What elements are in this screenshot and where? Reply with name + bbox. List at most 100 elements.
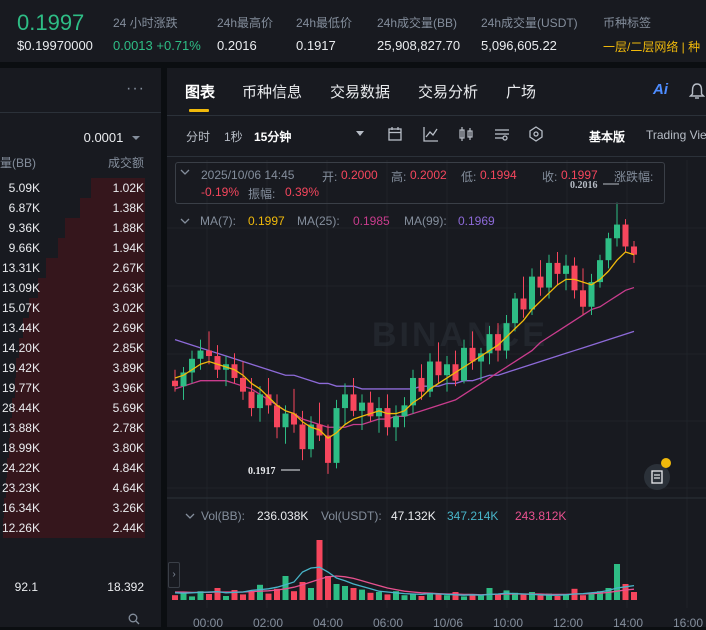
ask-row[interactable]: 12.26K 2.44K [0, 518, 161, 538]
ask-row[interactable]: 23.23K 4.64K [0, 478, 161, 498]
ask-row[interactable]: 13.88K 2.78K [0, 418, 161, 438]
volume-bar [512, 592, 518, 600]
depth-bar [46, 258, 145, 278]
expand-panel-button[interactable]: › [168, 562, 180, 588]
ask-total: 4.64K [112, 481, 144, 495]
ask-row[interactable]: 16.34K 3.26K [0, 498, 161, 518]
interval-15m[interactable]: 15分钟 [254, 130, 292, 144]
interval-line[interactable]: 分时 [186, 130, 211, 144]
volume-bar [418, 596, 425, 600]
order-book: ··· 0.0001 量(BB) 成交额 5.09K 1.02K 6.87K 1.38… [0, 68, 161, 627]
ask-row[interactable]: 24.22K 4.84K [0, 458, 161, 478]
volume-bar [359, 589, 365, 600]
volume-bar [631, 592, 637, 600]
interval-1s[interactable]: 1秒 [224, 130, 243, 144]
stat-value-change: 0.0013 +0.71% [113, 38, 201, 53]
volume-bar [605, 588, 612, 600]
candle-body [257, 394, 263, 409]
ask-amount: 19.42K [1, 361, 40, 375]
ask-row[interactable]: 28.44K 5.69K [0, 398, 161, 418]
ask-row[interactable]: 9.66K 1.94K [0, 238, 161, 258]
ai-icon[interactable]: Ai [653, 81, 668, 98]
chevron-down-icon[interactable] [185, 512, 195, 520]
more-dots-icon[interactable]: ··· [126, 80, 145, 97]
volume-bar [410, 593, 416, 600]
ask-row[interactable]: 5.09K 1.02K [0, 178, 161, 198]
ticker-bar: 0.1997 $0.19970000 24 小时涨跌 0.0013 +0.71%… [0, 0, 706, 62]
ask-row[interactable]: 19.42K 3.89K [0, 358, 161, 378]
stat-label-tags: 币种标签 [603, 16, 652, 30]
ask-amount: 13.09K [1, 281, 40, 295]
ma99-label: MA(99): [404, 214, 447, 228]
candle-body [299, 424, 306, 450]
depth-bar [29, 298, 145, 318]
candlestick-chart[interactable]: BINANCE 0.2016 0.1917 [167, 68, 706, 627]
stat-label-volume-bb: 24h成交量(BB) [377, 16, 458, 30]
volume-bar [257, 584, 263, 600]
chevron-down-icon[interactable] [180, 217, 190, 225]
drawing-icon[interactable] [528, 126, 544, 142]
col-header-amount: 量(BB) [0, 156, 37, 170]
precision-select[interactable]: 0.0001 [84, 130, 141, 145]
candle-body [614, 224, 620, 239]
volume-bar [189, 596, 195, 600]
view-basic[interactable]: 基本版 [589, 130, 626, 144]
ask-row[interactable]: 9.36K 1.88K [0, 218, 161, 238]
ask-row[interactable]: 13.44K 2.69K [0, 318, 161, 338]
ma99-line [174, 330, 635, 390]
view-tradingview[interactable]: Trading View [646, 128, 706, 142]
chevron-down-icon[interactable] [355, 130, 365, 138]
ask-row[interactable]: 13.31K 2.67K [0, 258, 161, 278]
stat-value-tags[interactable]: 一层/二层网络 | 种 [603, 40, 701, 54]
vol-ma10-value: 243.812K [515, 509, 567, 523]
ask-amount: 9.66K [8, 241, 40, 255]
candle-body [206, 350, 212, 357]
ask-row[interactable]: 19.77K 3.96K [0, 378, 161, 398]
volume-bar [308, 588, 314, 600]
candle-body [580, 290, 586, 307]
bell-icon[interactable] [689, 82, 705, 100]
chevron-down-icon[interactable] [180, 168, 190, 176]
depth-bar [5, 478, 145, 498]
tab-chart[interactable]: 图表 [185, 84, 216, 101]
calendar-icon[interactable] [387, 126, 403, 142]
volume-bar [478, 595, 484, 600]
depth-bar [18, 338, 145, 358]
ask-amount: 15.07K [1, 301, 40, 315]
tab-trading-data[interactable]: 交易数据 [330, 84, 391, 101]
ask-row[interactable]: 14.20K 2.85K [0, 338, 161, 358]
candle-type-icon[interactable] [458, 126, 474, 142]
ask-amount: 5.09K [8, 181, 40, 195]
ask-row[interactable]: 6.87K 1.38K [0, 198, 161, 218]
ma25-label: MA(25): [297, 214, 340, 228]
volume-bar [248, 592, 255, 600]
tab-square[interactable]: 广场 [506, 84, 537, 101]
candle-body [563, 265, 569, 274]
footer-amount: 92.1 [14, 580, 38, 594]
x-tick-label: 00:00 [193, 616, 224, 630]
depth-bar [11, 398, 145, 418]
depth-bar [7, 458, 145, 478]
depth-bar [4, 498, 145, 518]
search-icon[interactable] [128, 613, 140, 625]
candle-body [384, 408, 391, 428]
ask-amount: 16.34K [1, 501, 40, 515]
last-price-usd: $0.19970000 [17, 38, 93, 53]
ask-row[interactable]: 15.07K 3.02K [0, 298, 161, 318]
candle-body [444, 364, 450, 376]
settings-icon[interactable] [494, 126, 510, 142]
precision-value: 0.0001 [83, 130, 124, 145]
tab-trading-analysis[interactable]: 交易分析 [418, 84, 479, 101]
ask-amount: 23.23K [1, 481, 40, 495]
ohlc-change: -0.19% [201, 185, 240, 199]
candle-body [393, 416, 399, 428]
depth-bar [15, 358, 145, 378]
ask-row[interactable]: 13.09K 2.63K [0, 278, 161, 298]
x-tick-label: 12:00 [553, 616, 584, 630]
indicator-icon[interactable] [423, 126, 439, 142]
notes-button[interactable] [644, 464, 670, 490]
candle-body [495, 334, 501, 351]
tab-coin-info[interactable]: 币种信息 [242, 84, 303, 101]
ask-row[interactable]: 18.99K 3.80K [0, 438, 161, 458]
ohlc-close: 0.1997 [561, 168, 598, 182]
